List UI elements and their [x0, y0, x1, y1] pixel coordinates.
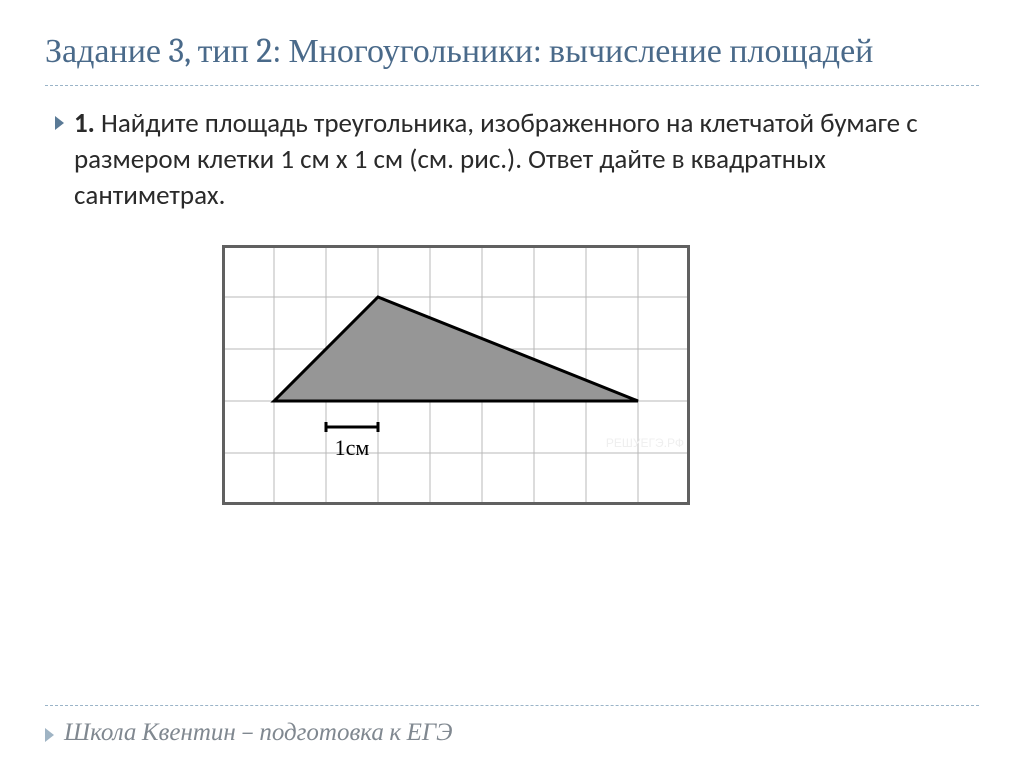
figure-wrap: РЕШУЕГЭ.РФ 1см	[45, 245, 979, 505]
bullet-icon	[55, 116, 64, 130]
svg-text:РЕШУЕГЭ.РФ: РЕШУЕГЭ.РФ	[606, 436, 684, 450]
svg-text:1см: 1см	[335, 435, 370, 460]
footer-text: Школа Квентин – подготовка к ЕГЭ	[64, 718, 452, 747]
bullet-icon	[45, 728, 54, 742]
page-title: Задание 3, тип 2: Многоугольники: вычисл…	[45, 30, 979, 86]
problem-text: 1. Найдите площадь треугольника, изображ…	[74, 106, 973, 215]
footer: Школа Квентин – подготовка к ЕГЭ	[45, 705, 979, 747]
problem-body: Найдите площадь треугольника, изображенн…	[74, 107, 918, 213]
problem-number: 1.	[74, 107, 95, 140]
grid-wrapper: РЕШУЕГЭ.РФ 1см	[222, 245, 802, 505]
grid-figure: РЕШУЕГЭ.РФ 1см	[222, 245, 690, 505]
problem-row: 1. Найдите площадь треугольника, изображ…	[45, 106, 979, 215]
